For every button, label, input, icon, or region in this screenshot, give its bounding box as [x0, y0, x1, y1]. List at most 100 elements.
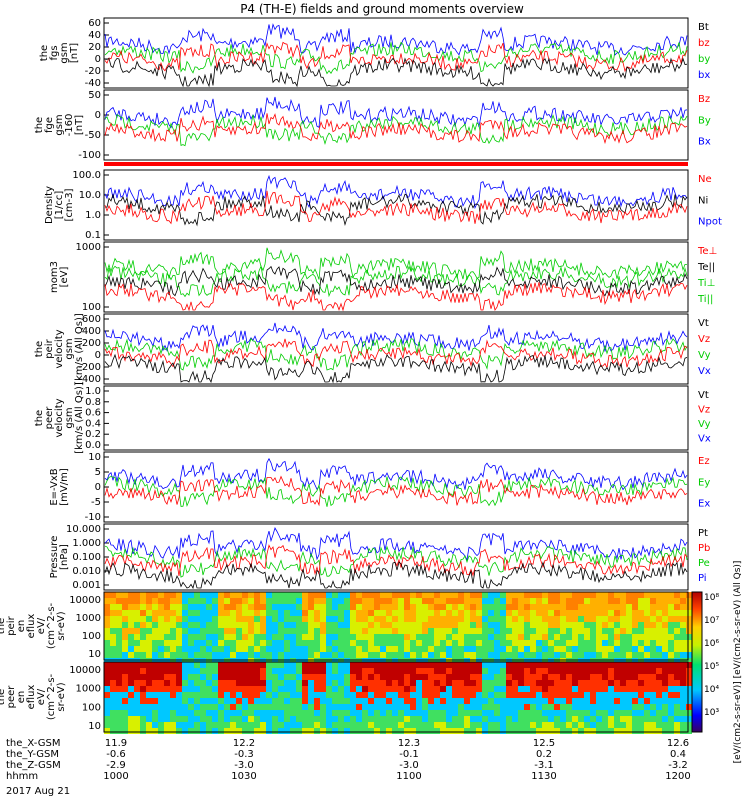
spectrogram-cell [218, 674, 224, 680]
spectrogram-cell [560, 686, 566, 692]
spectrogram-cell [434, 622, 440, 628]
spectrogram-cell [176, 628, 182, 634]
spectrogram-cell [542, 646, 548, 652]
spectrogram-cell [686, 728, 692, 734]
spectrogram-cell [518, 686, 524, 692]
spectrogram-cell [422, 610, 428, 616]
y-axis-label: [cm-3] [64, 188, 75, 221]
legend-entry: Vz [698, 405, 710, 416]
spectrogram-cell [530, 686, 536, 692]
spectrogram-cell [410, 658, 416, 664]
spectrogram-cell [596, 692, 602, 698]
spectrogram-cell [116, 698, 122, 704]
spectrogram-cell [404, 652, 410, 658]
spectrogram-cell [488, 698, 494, 704]
spectrogram-cell [512, 598, 518, 604]
spectrogram-cell [524, 680, 530, 686]
spectrogram-cell [320, 728, 326, 734]
spectrogram-cell [218, 598, 224, 604]
status-bar [104, 162, 688, 166]
spectrogram-cell [590, 710, 596, 716]
spectrogram-cell [152, 652, 158, 658]
x-tick-label: -0.6 [106, 749, 126, 760]
spectrogram-cell [434, 628, 440, 634]
spectrogram-cell [338, 646, 344, 652]
spectrogram-cell [620, 628, 626, 634]
spectrogram-cell [620, 622, 626, 628]
spectrogram-cell [272, 610, 278, 616]
spectrogram-cell [170, 674, 176, 680]
spectrogram-cell [626, 622, 632, 628]
spectrogram-cell [548, 658, 554, 664]
spectrogram-cell [134, 634, 140, 640]
spectrogram-cell [242, 634, 248, 640]
spectrogram-cell [212, 704, 218, 710]
spectrogram-cell [122, 662, 128, 668]
spectrogram-cell [176, 604, 182, 610]
spectrogram-cell [350, 646, 356, 652]
spectrogram-cell [350, 710, 356, 716]
spectrogram-cell [296, 652, 302, 658]
spectrogram-cell [602, 698, 608, 704]
spectrogram-cell [188, 692, 194, 698]
y-axis-label: en [16, 620, 27, 633]
spectrogram-cell [494, 640, 500, 646]
spectrogram-cell [374, 728, 380, 734]
spectrogram-cell [284, 598, 290, 604]
spectrogram-cell [374, 710, 380, 716]
spectrogram-cell [338, 628, 344, 634]
spectrogram-cell [602, 634, 608, 640]
spectrogram-cell [476, 640, 482, 646]
spectrogram-cell [446, 728, 452, 734]
spectrogram-cell [212, 604, 218, 610]
panel-frame [103, 313, 689, 385]
spectrogram-cell [122, 710, 128, 716]
spectrogram-cell [626, 628, 632, 634]
spectrogram-cell [494, 622, 500, 628]
spectrogram-cell [212, 710, 218, 716]
spectrogram-cell [230, 668, 236, 674]
spectrogram-cell [560, 692, 566, 698]
spectrogram-cell [362, 662, 368, 668]
spectrogram-cell [344, 634, 350, 640]
spectrogram-cell [218, 704, 224, 710]
spectrogram-cell [500, 692, 506, 698]
spectrogram-cell [416, 692, 422, 698]
spectrogram-cell [326, 710, 332, 716]
spectrogram-cell [338, 692, 344, 698]
spectrogram-cell [632, 646, 638, 652]
x-axis-row-label: the_X-GSM [6, 738, 60, 749]
spectrogram-cell [512, 604, 518, 610]
spectrogram-cell [122, 616, 128, 622]
spectrogram-cell [356, 604, 362, 610]
spectrogram-cell [272, 616, 278, 622]
spectrogram-cell [638, 704, 644, 710]
spectrogram-cell [638, 616, 644, 622]
spectrogram-cell [404, 646, 410, 652]
spectrogram-cell [608, 710, 614, 716]
spectrogram-cell [332, 598, 338, 604]
spectrogram-cell [254, 616, 260, 622]
spectrogram-cell [440, 686, 446, 692]
spectrogram-cell [548, 634, 554, 640]
spectrogram-cell [686, 668, 692, 674]
spectrogram-cell [596, 628, 602, 634]
spectrogram-cell [302, 634, 308, 640]
spectrogram-cell [482, 680, 488, 686]
spectrogram-cell [176, 722, 182, 728]
spectrogram-cell [200, 674, 206, 680]
spectrogram-cell [374, 692, 380, 698]
spectrogram-cell [254, 728, 260, 734]
spectrogram-cell [434, 652, 440, 658]
spectrogram-cell [524, 628, 530, 634]
spectrogram-cell [242, 640, 248, 646]
spectrogram-cell [518, 710, 524, 716]
spectrogram-cell [194, 722, 200, 728]
spectrogram-cell [170, 710, 176, 716]
spectrogram-cell [434, 722, 440, 728]
spectrogram-cell [182, 704, 188, 710]
spectrogram-cell [650, 604, 656, 610]
spectrogram-cell [530, 710, 536, 716]
spectrogram-cell [638, 668, 644, 674]
spectrogram-cell [422, 634, 428, 640]
